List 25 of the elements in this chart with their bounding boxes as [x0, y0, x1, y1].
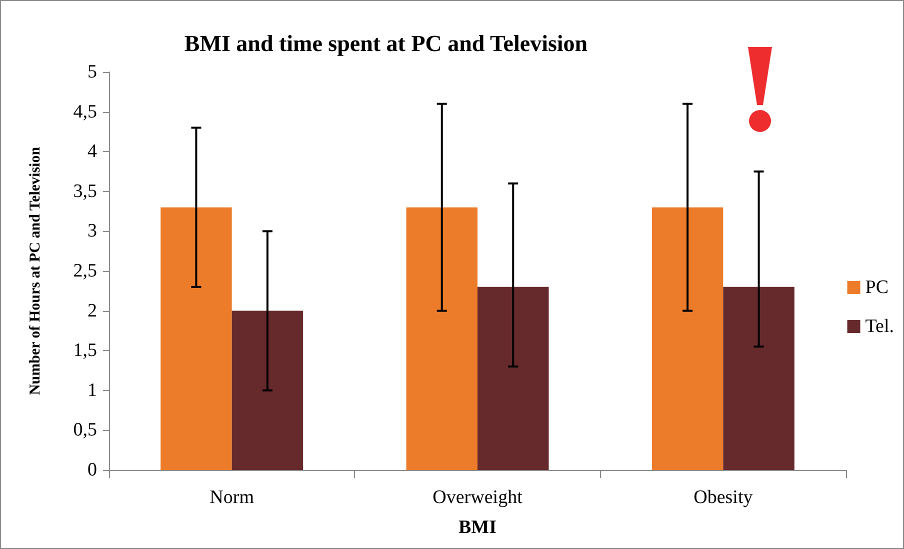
- bar: [232, 310, 304, 470]
- y-axis-title: Number of Hours at PC and Television: [28, 146, 44, 396]
- legend-label: Tel.: [865, 316, 894, 337]
- y-tick-label: 0: [88, 460, 97, 480]
- bar: [406, 207, 478, 470]
- y-tick-label: 2: [88, 300, 97, 322]
- y-tick-label: 1,5: [73, 340, 97, 362]
- chart-title: BMI and time spent at PC and Television: [184, 31, 588, 56]
- bar: [652, 207, 724, 470]
- legend-label: PC: [865, 277, 889, 298]
- x-tick-label: Obesity: [694, 487, 754, 508]
- x-tick-label: Overweight: [432, 487, 524, 508]
- y-tick-label: 0,5: [73, 420, 97, 441]
- x-axis-title: BMI: [458, 517, 496, 538]
- y-tick-label: 4,5: [73, 101, 97, 122]
- y-tick-label: 4: [88, 141, 98, 162]
- y-tick-label: 2,5: [73, 260, 97, 282]
- y-tick-label: 1: [88, 380, 97, 401]
- y-tick-label: 5: [88, 62, 97, 82]
- x-tick-label: Norm: [210, 487, 254, 508]
- y-tick-label: 3,5: [73, 180, 97, 202]
- bar: [723, 286, 794, 470]
- bar: [478, 286, 549, 470]
- y-tick-label: 3: [88, 220, 97, 242]
- bar: [160, 207, 232, 470]
